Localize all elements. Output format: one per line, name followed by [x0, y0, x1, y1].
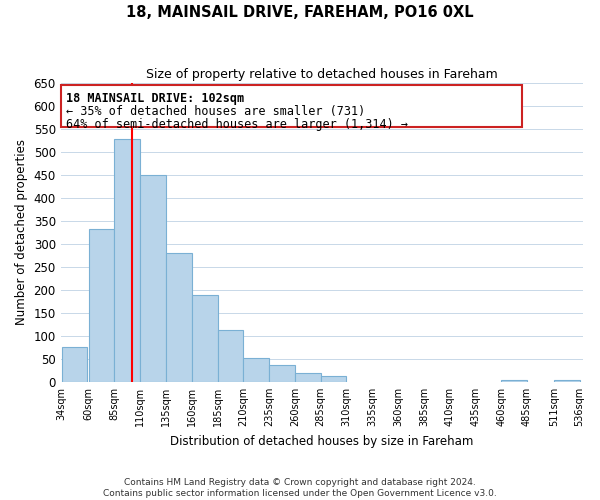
Text: 18 MAINSAIL DRIVE: 102sqm: 18 MAINSAIL DRIVE: 102sqm	[66, 92, 244, 106]
Bar	[166, 253, 192, 382]
Bar	[243, 358, 269, 382]
Bar	[115, 139, 140, 382]
Bar	[192, 296, 218, 382]
Bar	[61, 86, 522, 126]
Text: ← 35% of detached houses are smaller (731): ← 35% of detached houses are smaller (73…	[66, 105, 365, 118]
Bar	[269, 365, 295, 382]
X-axis label: Distribution of detached houses by size in Fareham: Distribution of detached houses by size …	[170, 434, 473, 448]
Text: 64% of semi-detached houses are larger (1,314) →: 64% of semi-detached houses are larger (…	[66, 118, 408, 131]
Bar	[554, 380, 580, 382]
Text: Contains HM Land Registry data © Crown copyright and database right 2024.
Contai: Contains HM Land Registry data © Crown c…	[103, 478, 497, 498]
Bar	[320, 376, 346, 382]
Bar	[218, 330, 243, 382]
Title: Size of property relative to detached houses in Fareham: Size of property relative to detached ho…	[146, 68, 497, 80]
Bar	[62, 348, 88, 382]
Bar	[295, 372, 320, 382]
Text: 18, MAINSAIL DRIVE, FAREHAM, PO16 0XL: 18, MAINSAIL DRIVE, FAREHAM, PO16 0XL	[126, 5, 474, 20]
Bar	[140, 175, 166, 382]
Y-axis label: Number of detached properties: Number of detached properties	[15, 140, 28, 326]
Bar	[501, 380, 527, 382]
Bar	[89, 229, 115, 382]
